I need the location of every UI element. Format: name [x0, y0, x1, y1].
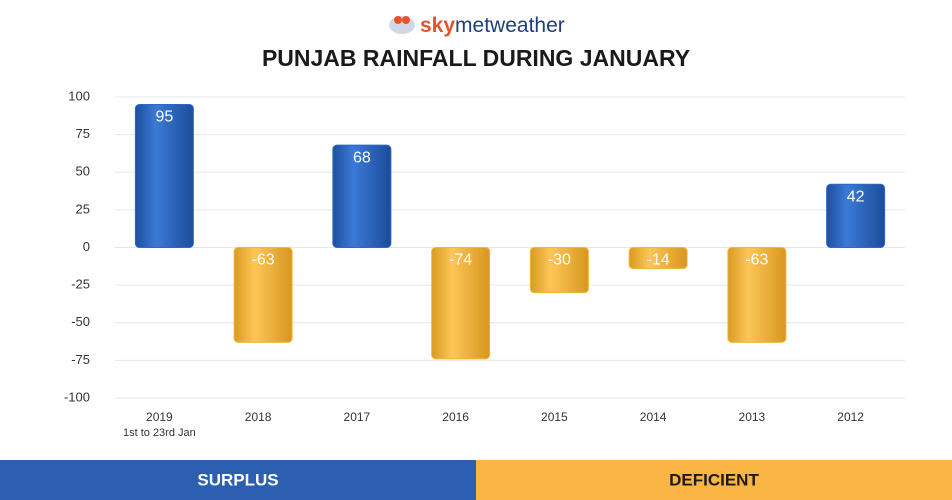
footer-legend: SURPLUS DEFICIENT: [0, 460, 952, 500]
brand-name: skymetweather: [420, 14, 565, 37]
legend-swatch: [0, 460, 476, 500]
bar: [233, 247, 293, 343]
value-label: -14: [647, 252, 670, 269]
logo: skymetweather: [389, 14, 565, 37]
bar: [826, 183, 886, 248]
value-label: 95: [155, 109, 173, 126]
value-label: 68: [353, 149, 371, 166]
x-tick-label: 2015: [541, 410, 568, 424]
brand-part: metweather: [455, 14, 565, 37]
x-tick-label: 2018: [245, 410, 272, 424]
value-label: -74: [449, 252, 472, 269]
value-label: -63: [745, 252, 768, 269]
bar: [134, 104, 194, 249]
bar: [529, 247, 589, 294]
x-tick-label: 2014: [640, 410, 667, 424]
plot-area: 100 75 50 25 0 -25 -50 -75 -100 2019 95 2018 -63 2017…: [64, 88, 905, 439]
x-tick-label: 2019: [146, 410, 173, 424]
y-tick-label: 50: [76, 164, 90, 179]
x-tick-label: 2013: [739, 410, 766, 424]
x-tick-label: 2016: [442, 410, 469, 424]
x-tick-label: 2012: [837, 410, 864, 424]
bar: [727, 247, 787, 343]
y-tick-label: -25: [71, 277, 90, 292]
legend-label: SURPLUS: [197, 470, 278, 489]
value-label: 42: [847, 189, 865, 206]
bar: [332, 144, 392, 248]
x-annotation: 1st to 23rd Jan: [123, 427, 196, 439]
y-tick-label: -75: [71, 352, 90, 367]
x-tick-label: 2017: [344, 410, 371, 424]
y-tick-label: 75: [76, 126, 90, 141]
value-label: -30: [548, 252, 571, 269]
y-tick-label: 0: [83, 239, 90, 254]
y-tick-label: 25: [76, 201, 90, 216]
legend-label: DEFICIENT: [669, 470, 759, 489]
logo-icon: [394, 16, 402, 24]
bar: [431, 247, 491, 360]
chart-title: PUNJAB RAINFALL DURING JANUARY: [262, 45, 690, 71]
y-tick-label: -50: [71, 314, 90, 329]
logo-icon: [402, 16, 410, 24]
y-tick-label: 100: [68, 88, 90, 103]
logo-icon: [389, 16, 415, 34]
legend-swatch: [476, 460, 952, 500]
bar: [628, 247, 688, 270]
value-label: -63: [252, 252, 275, 269]
brand-part: sky: [420, 14, 455, 37]
y-tick-label: -100: [64, 389, 90, 404]
